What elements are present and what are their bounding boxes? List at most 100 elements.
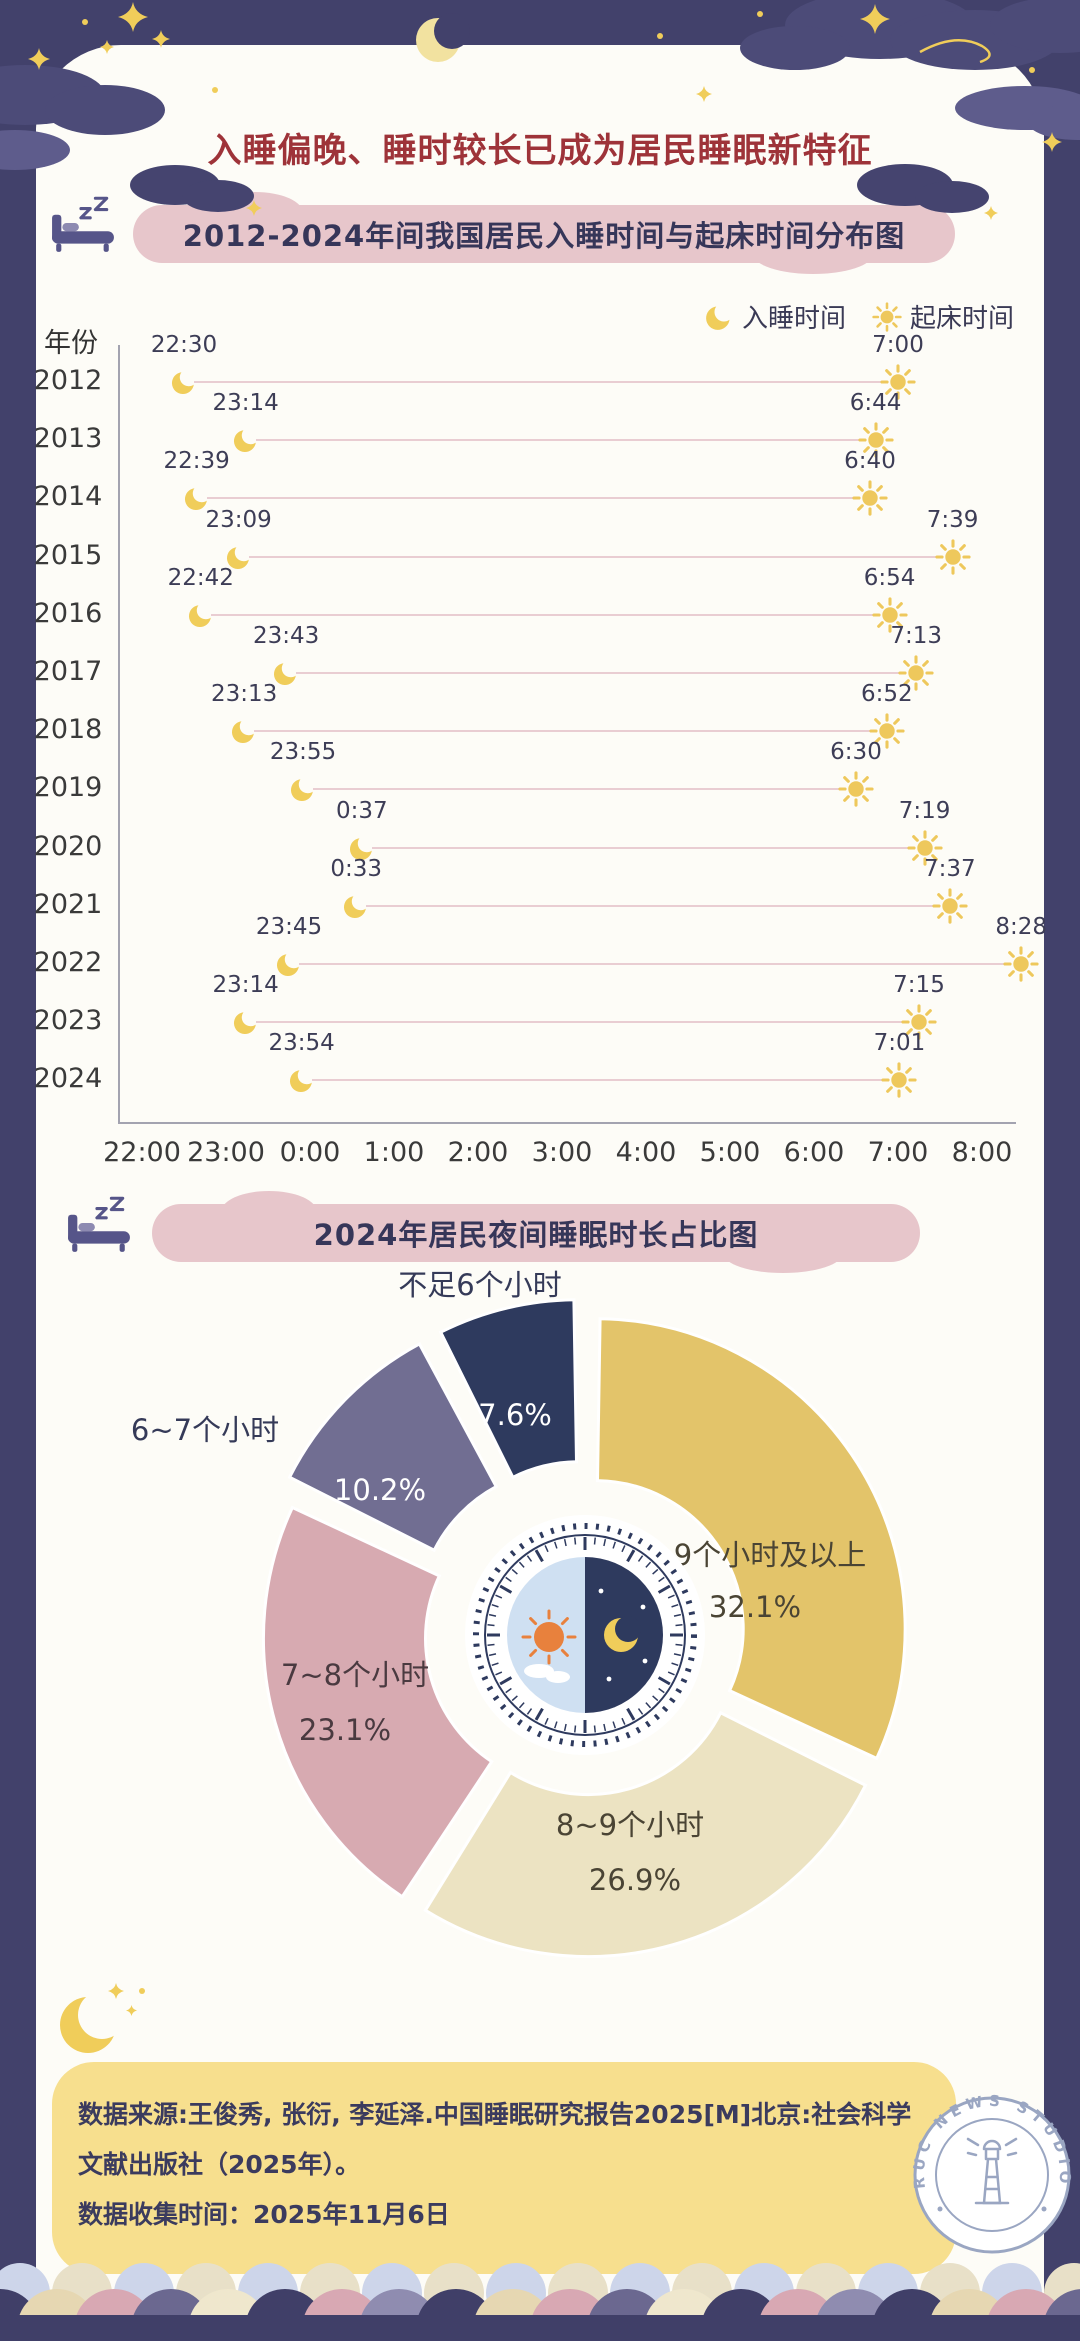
moon-icon [232, 1008, 260, 1036]
x-tick-label: 0:00 [279, 1137, 341, 1168]
wake-time-label: 7:00 [872, 332, 924, 358]
y-axis-label: 年份 [44, 328, 98, 359]
pie-slice-percent: 32.1% [709, 1590, 801, 1624]
x-tick-label: 5:00 [699, 1137, 761, 1168]
sleep-time-label: 22:42 [167, 564, 234, 591]
sleep-time-label: 22:39 [163, 448, 230, 475]
pie-slice-label: 7~8个小时 [281, 1658, 429, 1692]
sleep-time-label: 23:14 [212, 972, 279, 999]
wake-time-label: 6:54 [863, 564, 916, 591]
connector-line [311, 1079, 890, 1082]
bottom-cloud-border [0, 2263, 1080, 2341]
sun-icon [852, 480, 888, 516]
x-tick-label: 8:00 [951, 1137, 1013, 1168]
sleep-time-label: 23:45 [255, 914, 323, 940]
legend-item-sleep: 入睡时间 [704, 298, 846, 335]
page-title: 入睡偏晚、睡时较长已成为居民睡眠新特征 [207, 131, 873, 171]
wake-time-label: 8:28 [995, 914, 1048, 940]
wake-time-label: 7:01 [873, 1030, 926, 1057]
year-label: 2021 [33, 888, 103, 920]
pie-slice-label: 8~9个小时 [556, 1808, 704, 1842]
section2-title: 2024年居民夜间睡眠时长占比图 [313, 1218, 759, 1252]
x-axis-line [118, 1122, 1016, 1124]
pie-slice-label: 不足6个小时 [398, 1268, 561, 1302]
pie-slice-5 [438, 1298, 579, 1480]
year-label: 2022 [33, 947, 103, 978]
sun-icon [932, 888, 968, 924]
clock-illustration [465, 1515, 705, 1755]
sleep-time-label: 0:33 [330, 855, 383, 882]
moon-icon [170, 368, 198, 396]
moon-icon [342, 892, 370, 920]
sun-icon [1003, 946, 1039, 982]
year-label: 2014 [33, 481, 103, 513]
sleep-time-label: 23:54 [268, 1030, 335, 1057]
pie-slice-label: 6~7个小时 [131, 1413, 279, 1447]
x-tick-label: 6:00 [783, 1137, 845, 1168]
cloud-illustration [546, 1671, 570, 1683]
sun-icon [838, 771, 874, 807]
dumbbell-chart: 2012 22:30 7:00 2013 23:14 6:44 2014 22:39 6:40 2… [34, 45, 1047, 1195]
wake-time-label: 6:52 [860, 681, 913, 708]
star-dot [606, 1676, 612, 1682]
sleep-time-label: 0:37 [335, 797, 388, 824]
data-source-line-2: 文献出版社（2025年）。 [78, 2150, 361, 2179]
cloud-illustration [524, 1664, 554, 1678]
section1-title: 2012-2024年间我国居民入睡时间与起床时间分布图 [182, 219, 906, 253]
wake-time-label: 6:30 [830, 739, 882, 766]
wake-time-label: 7:39 [926, 506, 979, 533]
pie-slice-percent: 26.9% [589, 1863, 681, 1897]
star-dot [640, 1604, 646, 1610]
connector-line [255, 1021, 909, 1024]
wake-time-label: 7:19 [898, 797, 951, 824]
sleep-duration-pie-chart: 9个小时及以上 32.1% 8~9个小时 26.9% 7~8个小时 23.1% 6~7个小时… [131, 1268, 907, 1959]
moon-icon [289, 775, 317, 803]
pie-slice-percent: 23.1% [299, 1713, 391, 1747]
sleep-time-label: 23:55 [269, 739, 337, 766]
section1-banner: 2012-2024年间我国居民入睡时间与起床时间分布图 [133, 192, 955, 274]
connector-line [313, 788, 846, 791]
sleep-time-label: 23:14 [212, 390, 279, 417]
connector-line [366, 904, 940, 907]
connector-line [194, 381, 888, 383]
moon-icon [288, 1066, 316, 1094]
year-label: 2018 [33, 714, 103, 746]
year-label: 2020 [33, 830, 103, 862]
connector-line [371, 846, 915, 849]
x-tick-label: 7:00 [867, 1137, 929, 1168]
connector-line [248, 555, 943, 558]
year-label: 2012 [33, 365, 103, 396]
x-tick-label: 4:00 [615, 1137, 677, 1168]
moon-decoration [60, 1983, 145, 2053]
year-label: 2015 [33, 539, 103, 571]
pie-slice-1 [595, 1317, 907, 1761]
wake-time-label: 7:13 [890, 623, 943, 649]
star-dot [598, 1588, 604, 1594]
pie-slice-3 [262, 1505, 494, 1899]
pie-slice-2 [423, 1710, 868, 1959]
sleep-time-label: 23:43 [253, 623, 320, 649]
connector-line [254, 730, 877, 733]
connector-line [255, 439, 866, 442]
pie-slice-percent: 10.2% [334, 1473, 426, 1507]
ruc-news-studio-stamp: RUC NEWS STUDIO [910, 2092, 1071, 2254]
connector-line [206, 497, 860, 500]
sun-icon [935, 539, 971, 575]
year-label: 2013 [33, 423, 103, 455]
star-dot [642, 1658, 648, 1664]
moon-icon [187, 601, 215, 629]
year-label: 2024 [33, 1063, 103, 1095]
lighthouse-icon [966, 2137, 1018, 2205]
legend-label-sleep: 入睡时间 [741, 304, 846, 334]
sleep-time-label: 23:09 [205, 506, 272, 533]
connector-line [296, 672, 907, 674]
year-label: 2017 [33, 656, 103, 687]
sleep-time-label: 23:13 [211, 681, 278, 708]
content-card: 入睡偏晚、睡时较长已成为居民睡眠新特征 2012-2024年间我国居民入睡时间与… [34, 45, 1071, 2341]
connector-line [299, 963, 1012, 965]
legend-label-wake: 起床时间 [909, 304, 1014, 334]
wake-time-label: 6:40 [844, 448, 896, 475]
x-tick-label: 3:00 [531, 1137, 593, 1168]
data-collection-date: 数据收集时间：2025年11月6日 [78, 2200, 450, 2229]
section2-banner: 2024年居民夜间睡眠时长占比图 [152, 1191, 920, 1273]
